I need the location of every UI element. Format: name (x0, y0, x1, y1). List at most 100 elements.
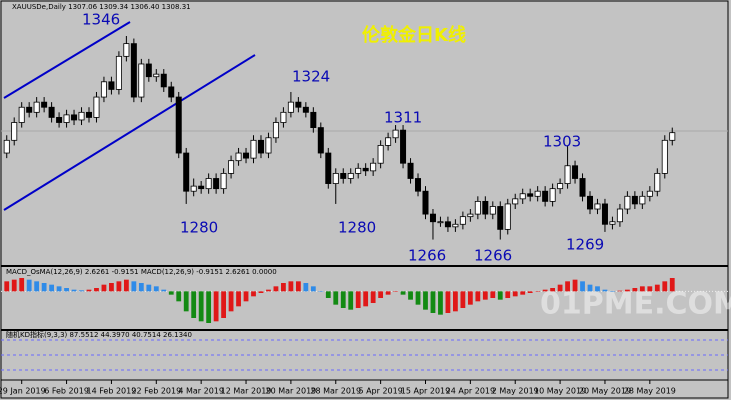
candle-body (235, 152, 242, 162)
price-annotation: 1266 (474, 247, 512, 265)
candle-body (85, 111, 92, 118)
candle-body (295, 101, 302, 108)
candle-body (130, 43, 137, 98)
candle-body (444, 221, 451, 228)
candle-body (205, 178, 212, 190)
candle-body (3, 139, 10, 154)
candle-body (370, 162, 377, 172)
macd-bar (26, 279, 32, 292)
macd-bar (438, 291, 443, 315)
candle-body (26, 106, 33, 113)
price-annotation: 1324 (292, 68, 330, 86)
trend-line (3, 21, 131, 99)
candle-body (459, 216, 466, 225)
macd-bar (557, 284, 563, 292)
macd-bar (385, 291, 391, 295)
macd-bar (34, 281, 40, 292)
macd-bar (460, 291, 466, 308)
macd-bar (79, 290, 84, 292)
candle-body (93, 96, 100, 118)
macd-bar (168, 291, 174, 295)
candle-body (48, 106, 55, 118)
macd-bar (340, 291, 346, 308)
candle-body (228, 160, 235, 174)
x-tick-label: 24 Apr 2019 (446, 387, 495, 396)
candle-body (33, 101, 40, 113)
macd-bar (176, 291, 182, 302)
macd-bar (86, 289, 92, 292)
macd-bar (662, 281, 668, 292)
candle-body (108, 81, 115, 90)
candle-body (265, 137, 272, 154)
macd-bar (101, 284, 107, 292)
macd-bar (153, 286, 159, 292)
candle-body (624, 195, 631, 210)
candle-body (123, 43, 130, 57)
candle-body (422, 190, 429, 215)
macd-bar (587, 284, 593, 292)
macd-bar (251, 291, 256, 297)
candle-body (153, 73, 160, 78)
candle-body (355, 167, 362, 174)
candle-body (519, 193, 526, 200)
macd-bar (64, 288, 69, 292)
candle-body (145, 63, 152, 78)
candle-body (504, 203, 511, 230)
macd-bar (595, 286, 600, 292)
macd-bar (378, 291, 384, 298)
candle-body (332, 172, 339, 184)
macd-bar (131, 281, 137, 292)
candle-body (257, 139, 264, 154)
candle-body (579, 178, 586, 197)
macd-bar (467, 291, 473, 305)
price-annotation: 1303 (543, 133, 581, 151)
macd-bar (639, 286, 645, 292)
candle-body (564, 165, 571, 184)
candle-body (115, 55, 122, 90)
x-tick-label: 12 Mar 2019 (221, 387, 272, 396)
macd-header: MACD_OsMA(12,26,9) 2.6261 -0.9151 MACD(1… (6, 268, 277, 276)
macd-bar (325, 291, 331, 298)
candle-body (609, 221, 616, 225)
macd-bar (183, 291, 189, 312)
symbol-header: XAUUSDe,Daily 1307.06 1309.34 1306.40 13… (12, 3, 191, 11)
candle-body (415, 178, 422, 192)
candle-body (497, 206, 504, 230)
candle-body (100, 81, 107, 98)
macd-bar (123, 279, 129, 292)
price-annotation: 1269 (566, 236, 604, 254)
macd-bar (535, 291, 541, 292)
candle-body (71, 114, 78, 121)
candle-body (63, 114, 70, 123)
x-tick-label: 4 Mar 2019 (178, 387, 224, 396)
macd-bar (445, 291, 451, 313)
candle-body (198, 185, 205, 190)
x-tick-label: 22 Feb 2019 (131, 387, 181, 396)
candle-body (213, 178, 220, 190)
candle-body (310, 111, 317, 128)
macd-bar (71, 289, 77, 292)
candle-body (616, 208, 623, 223)
macd-bar (11, 279, 17, 292)
macd-bar (228, 291, 234, 312)
x-tick-label: 6 Feb 2019 (44, 387, 89, 396)
macd-bar (363, 291, 369, 307)
macd-bar (602, 289, 608, 292)
macd-bar (430, 291, 436, 313)
macd-bar (4, 281, 10, 292)
macd-bar (333, 291, 339, 305)
macd-bar (610, 291, 615, 292)
candle-body (452, 223, 459, 228)
macd-bar (490, 291, 496, 298)
price-annotation: 1266 (408, 247, 446, 265)
macd-bar (273, 286, 279, 292)
x-tick-label: 20 May 2019 (579, 387, 631, 396)
x-tick-label: 10 May 2019 (534, 387, 586, 396)
macd-bar (355, 291, 361, 308)
candle-body (407, 162, 414, 179)
macd-bar (94, 288, 99, 292)
macd-bar (266, 289, 271, 292)
macd-bar (654, 284, 660, 292)
candle-body (78, 111, 85, 121)
